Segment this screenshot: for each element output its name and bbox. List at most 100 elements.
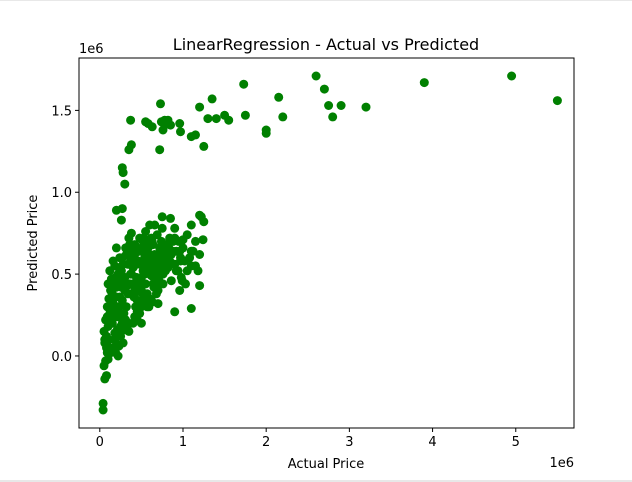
y-axis-label: Predicted Price	[26, 195, 41, 292]
x-tick-label: 0	[96, 435, 104, 450]
data-point	[114, 341, 124, 351]
data-point	[336, 101, 346, 110]
data-point	[108, 256, 118, 266]
data-point	[328, 112, 338, 122]
data-point	[110, 335, 120, 345]
data-point	[141, 279, 151, 289]
x-tick-label: 5	[512, 435, 520, 450]
data-point	[135, 233, 145, 243]
data-point	[319, 84, 329, 94]
data-point	[120, 179, 130, 189]
data-point	[199, 141, 209, 151]
data-point	[126, 228, 136, 238]
data-point	[163, 250, 173, 259]
data-point	[211, 114, 221, 124]
data-point	[104, 302, 114, 312]
data-point	[155, 259, 165, 269]
data-point	[114, 263, 124, 273]
data-point	[146, 271, 156, 281]
data-point	[150, 220, 160, 230]
data-point	[186, 304, 196, 313]
data-point	[186, 220, 196, 230]
data-point	[151, 289, 161, 299]
data-point	[105, 266, 115, 276]
data-point	[177, 276, 187, 286]
data-point	[157, 212, 167, 222]
data-point	[240, 110, 250, 120]
data-point	[126, 115, 136, 125]
x-tick-label: 1	[179, 435, 187, 450]
data-point	[111, 243, 121, 253]
y-tick-label: 1.0	[51, 186, 72, 201]
data-point	[100, 335, 110, 345]
data-point	[239, 79, 249, 89]
data-point	[171, 266, 181, 276]
x-tick-label: 2	[262, 435, 270, 450]
data-point	[147, 122, 157, 132]
data-point	[102, 312, 112, 322]
data-point	[361, 102, 371, 112]
data-point	[111, 292, 121, 302]
data-point	[324, 101, 334, 110]
y-tick-label: 0.5	[51, 268, 72, 283]
data-point	[126, 269, 136, 279]
data-point	[156, 99, 165, 109]
data-point	[176, 127, 185, 137]
data-point	[166, 276, 176, 286]
data-point	[136, 318, 146, 328]
data-point	[507, 71, 517, 81]
data-point	[129, 256, 139, 266]
y-tick-label: 0.0	[51, 350, 72, 365]
data-point	[148, 240, 158, 250]
data-point	[141, 227, 151, 236]
data-point	[136, 243, 146, 253]
data-point	[191, 130, 200, 140]
data-point	[224, 115, 234, 125]
data-point	[111, 302, 121, 312]
data-point	[175, 246, 185, 256]
data-point	[170, 223, 180, 233]
data-point	[311, 71, 321, 81]
data-point	[195, 281, 205, 291]
data-point	[126, 140, 136, 150]
data-point	[158, 279, 168, 289]
data-point	[203, 114, 213, 124]
y-axis-offset-label: 1e6	[79, 42, 104, 57]
data-point	[116, 215, 126, 225]
x-axis-ticks: 0 1 2 3 4 5	[96, 428, 520, 450]
data-point	[113, 351, 123, 361]
data-point	[186, 246, 196, 256]
data-point	[207, 94, 217, 104]
data-point	[120, 325, 130, 335]
data-point	[195, 102, 205, 112]
x-tick-label: 4	[428, 435, 436, 450]
data-point	[130, 286, 140, 295]
data-point	[166, 120, 175, 130]
data-point	[199, 217, 209, 227]
data-point	[191, 236, 200, 246]
plot-area-frame	[78, 57, 575, 429]
data-point	[117, 253, 127, 263]
data-point	[157, 223, 167, 233]
window-top-border	[0, 0, 632, 1]
data-point	[117, 163, 127, 173]
data-point	[164, 243, 174, 253]
data-point	[98, 405, 108, 415]
data-point	[419, 78, 429, 88]
data-point	[170, 307, 180, 317]
data-point	[106, 348, 116, 358]
data-point	[176, 256, 185, 266]
data-point	[261, 128, 271, 138]
data-point	[122, 281, 132, 291]
data-points	[98, 71, 562, 415]
data-point	[191, 261, 200, 271]
data-point	[278, 112, 288, 122]
data-point	[142, 302, 152, 312]
data-point	[141, 253, 151, 263]
data-point	[121, 243, 131, 253]
y-tick-label: 1.5	[51, 104, 72, 119]
data-point	[155, 145, 165, 155]
data-point	[108, 279, 118, 289]
chart-title: LinearRegression - Actual vs Predicted	[173, 35, 479, 54]
